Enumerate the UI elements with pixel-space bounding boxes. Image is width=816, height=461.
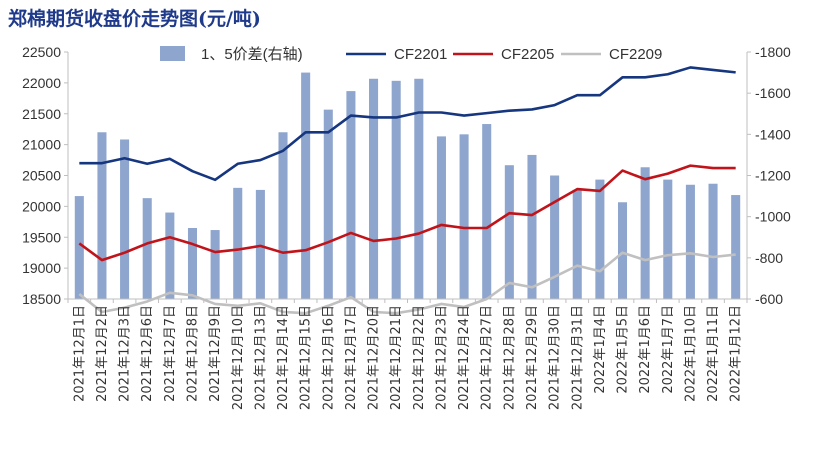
x-tick-label: 2021年12月3日: [118, 305, 133, 402]
bar-spread: [708, 183, 718, 299]
left-tick-label: 19500: [22, 229, 61, 245]
bar-spread: [369, 78, 379, 299]
bar-spread: [120, 139, 130, 299]
bar-series: [74, 72, 741, 299]
bar-spread: [731, 195, 741, 299]
x-tick-label: 2022年1月11日: [706, 305, 721, 402]
chart-title: 郑棉期货收盘价走势图(元/吨): [8, 8, 261, 30]
right-tick-label: -1200: [755, 168, 791, 184]
right-tick-label: -1600: [755, 85, 791, 101]
series-line-cf2209: [78, 251, 736, 315]
right-tick-label: -1800: [755, 44, 791, 60]
legend-label-cf2209: CF2209: [609, 46, 662, 63]
x-tick-label: 2021年12月8日: [185, 305, 200, 402]
bar-spread: [527, 154, 537, 299]
series-line-cf2205: [78, 164, 736, 262]
x-tick-label: 2021年12月27日: [480, 305, 495, 410]
bar-spread: [482, 124, 492, 299]
bar-spread: [550, 175, 560, 299]
x-tick-label: 2021年12月14日: [276, 305, 291, 410]
bar-spread: [323, 109, 333, 299]
left-tick-label: 22000: [22, 75, 61, 91]
series-line-cf2201: [79, 66, 736, 182]
left-tick-label: 20500: [22, 168, 61, 184]
x-tick-label: 2022年1月5日: [616, 305, 631, 394]
legend-label-cf2201: CF2201: [394, 46, 447, 63]
x-tick-label: 2021年12月15日: [299, 305, 314, 410]
bar-spread: [210, 230, 220, 299]
x-tick-label: 2021年12月1日: [72, 305, 87, 402]
x-tick-label: 2021年12月21日: [389, 305, 404, 410]
legend-swatch-spread: [160, 46, 185, 61]
bar-spread: [233, 187, 243, 299]
x-tick-label: 2021年12月13日: [253, 305, 268, 410]
left-tick-label: 19000: [22, 260, 61, 276]
x-tick-label: 2021年12月6日: [140, 305, 155, 402]
x-tick-label: 2021年12月28日: [502, 305, 517, 410]
bar-spread: [278, 132, 288, 299]
x-tick-label: 2022年1月6日: [638, 305, 653, 394]
x-tick-label: 2021年12月10日: [231, 305, 246, 410]
bar-spread: [504, 165, 514, 299]
x-tick-label: 2021年12月2日: [95, 305, 110, 402]
right-tick-label: -1400: [755, 126, 791, 142]
legend: 1、5价差(右轴) CF2201 CF2205 CF2209: [160, 46, 662, 63]
bar-spread: [97, 132, 107, 299]
x-tick-label: 2021年12月16日: [321, 305, 336, 410]
right-tick-label: -800: [755, 250, 783, 266]
x-tick-label: 2021年12月29日: [525, 305, 540, 410]
bar-spread: [346, 91, 356, 299]
bar-spread: [74, 196, 84, 299]
x-tick-label: 2022年1月12日: [729, 305, 744, 402]
left-tick-label: 22500: [22, 44, 61, 60]
bar-spread: [595, 179, 605, 299]
legend-label-spread: 1、5价差(右轴): [201, 46, 303, 63]
bar-spread: [391, 80, 401, 299]
bar-spread: [414, 78, 424, 299]
bar-spread: [459, 134, 469, 299]
x-tick-label: 2022年1月7日: [661, 305, 676, 394]
x-tick-label: 2021年12月22日: [412, 305, 427, 410]
x-tick-label: 2021年12月30日: [548, 305, 563, 410]
left-tick-label: 20000: [22, 198, 61, 214]
x-tick-label: 2021年12月23日: [434, 305, 449, 410]
x-tick-label: 2021年12月31日: [570, 305, 585, 410]
left-tick-label: 21000: [22, 137, 61, 153]
bar-spread: [187, 227, 198, 299]
x-tick-label: 2021年12月20日: [367, 305, 382, 410]
x-tick-label: 2022年1月10日: [683, 305, 698, 402]
x-tick-label: 2021年12月7日: [163, 305, 178, 402]
left-y-axis-ticks: 18500 19000 19500 20000 20500 21000 21500 22000…: [22, 44, 68, 307]
x-tick-label: 2021年12月24日: [457, 305, 472, 410]
right-tick-label: -1000: [755, 209, 791, 225]
bar-spread: [301, 72, 311, 299]
bar-spread: [640, 167, 650, 299]
x-tick-label: 2021年12月9日: [208, 305, 223, 402]
bar-spread: [142, 198, 152, 299]
bar-spread: [572, 189, 582, 299]
bar-spread: [685, 184, 695, 299]
bar-spread: [436, 136, 446, 299]
bar-spread: [617, 202, 628, 299]
right-tick-label: -600: [755, 291, 783, 307]
x-tick-label: 2021年12月17日: [344, 305, 359, 410]
line-series-group: [78, 66, 736, 315]
bar-spread: [663, 179, 673, 299]
left-tick-label: 18500: [22, 291, 61, 307]
bar-spread: [165, 212, 175, 299]
bar-spread: [255, 189, 265, 299]
x-tick-label: 2022年1月4日: [593, 305, 608, 394]
legend-label-cf2205: CF2205: [501, 46, 554, 63]
right-y-axis-ticks: -600 -800 -1000 -1200 -1400 -1600 -1800: [747, 44, 791, 307]
left-tick-label: 21500: [22, 106, 61, 122]
x-axis-ticks: 2021年12月1日 2021年12月2日 2021年12月3日 2021年12月6日…: [67, 299, 748, 410]
